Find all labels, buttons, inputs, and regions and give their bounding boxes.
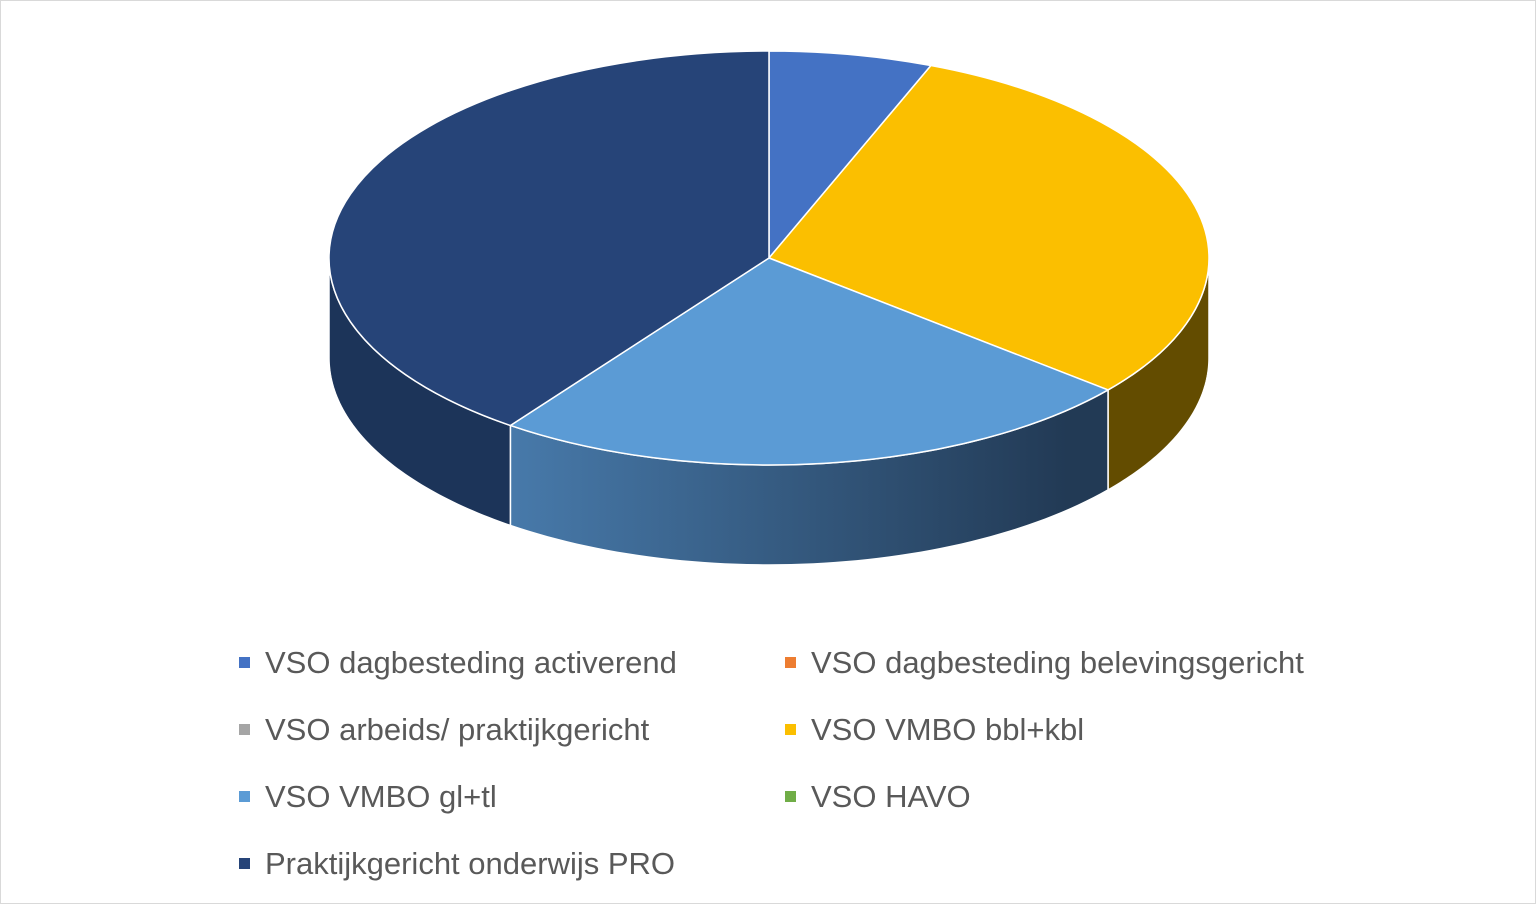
- legend-item-vso-dagbesteding-activerend: VSO dagbesteding activerend: [239, 629, 785, 696]
- legend-swatch: [239, 791, 250, 802]
- legend-label: VSO VMBO bbl+kbl: [811, 711, 1085, 747]
- legend-label: VSO HAVO: [811, 778, 971, 814]
- legend-swatch: [239, 858, 250, 869]
- legend-label: VSO dagbesteding belevingsgericht: [811, 644, 1304, 680]
- legend-swatch: [785, 791, 796, 802]
- legend-item-vso-vmbo-bbl-kbl: VSO VMBO bbl+kbl: [785, 696, 1345, 763]
- legend-label: VSO arbeids/ praktijkgericht: [265, 711, 650, 747]
- legend-item-vso-arbeids-praktijkgericht: VSO arbeids/ praktijkgericht: [239, 696, 785, 763]
- legend-item-praktijkgericht-onderwijs-pro: Praktijkgericht onderwijs PRO: [239, 830, 785, 897]
- legend-swatch: [785, 657, 796, 668]
- legend-item-vso-dagbesteding-belevingsgericht: VSO dagbesteding belevingsgericht: [785, 629, 1345, 696]
- pie-slices: [328, 50, 1210, 466]
- legend-label: VSO dagbesteding activerend: [265, 644, 677, 680]
- legend-item-vso-vmbo-gl-tl: VSO VMBO gl+tl: [239, 763, 785, 830]
- legend-swatch: [239, 657, 250, 668]
- legend-label: Praktijkgericht onderwijs PRO: [265, 845, 676, 881]
- pie-slice-vso-vmbo-gl-tl: [509, 257, 1109, 466]
- legend-swatch: [239, 724, 250, 735]
- pie-slice-praktijkgericht-onderwijs-pro: [328, 50, 770, 427]
- pie-slice-vso-vmbo-bbl-kbl: [768, 64, 1210, 391]
- legend-item-vso-havo: VSO HAVO: [785, 763, 1345, 830]
- legend-label: VSO VMBO gl+tl: [265, 778, 497, 814]
- pie-slice-vso-dagbesteding-activerend: [768, 50, 932, 259]
- legend-swatch: [785, 724, 796, 735]
- legend: VSO dagbesteding activerend VSO dagbested…: [239, 629, 1345, 897]
